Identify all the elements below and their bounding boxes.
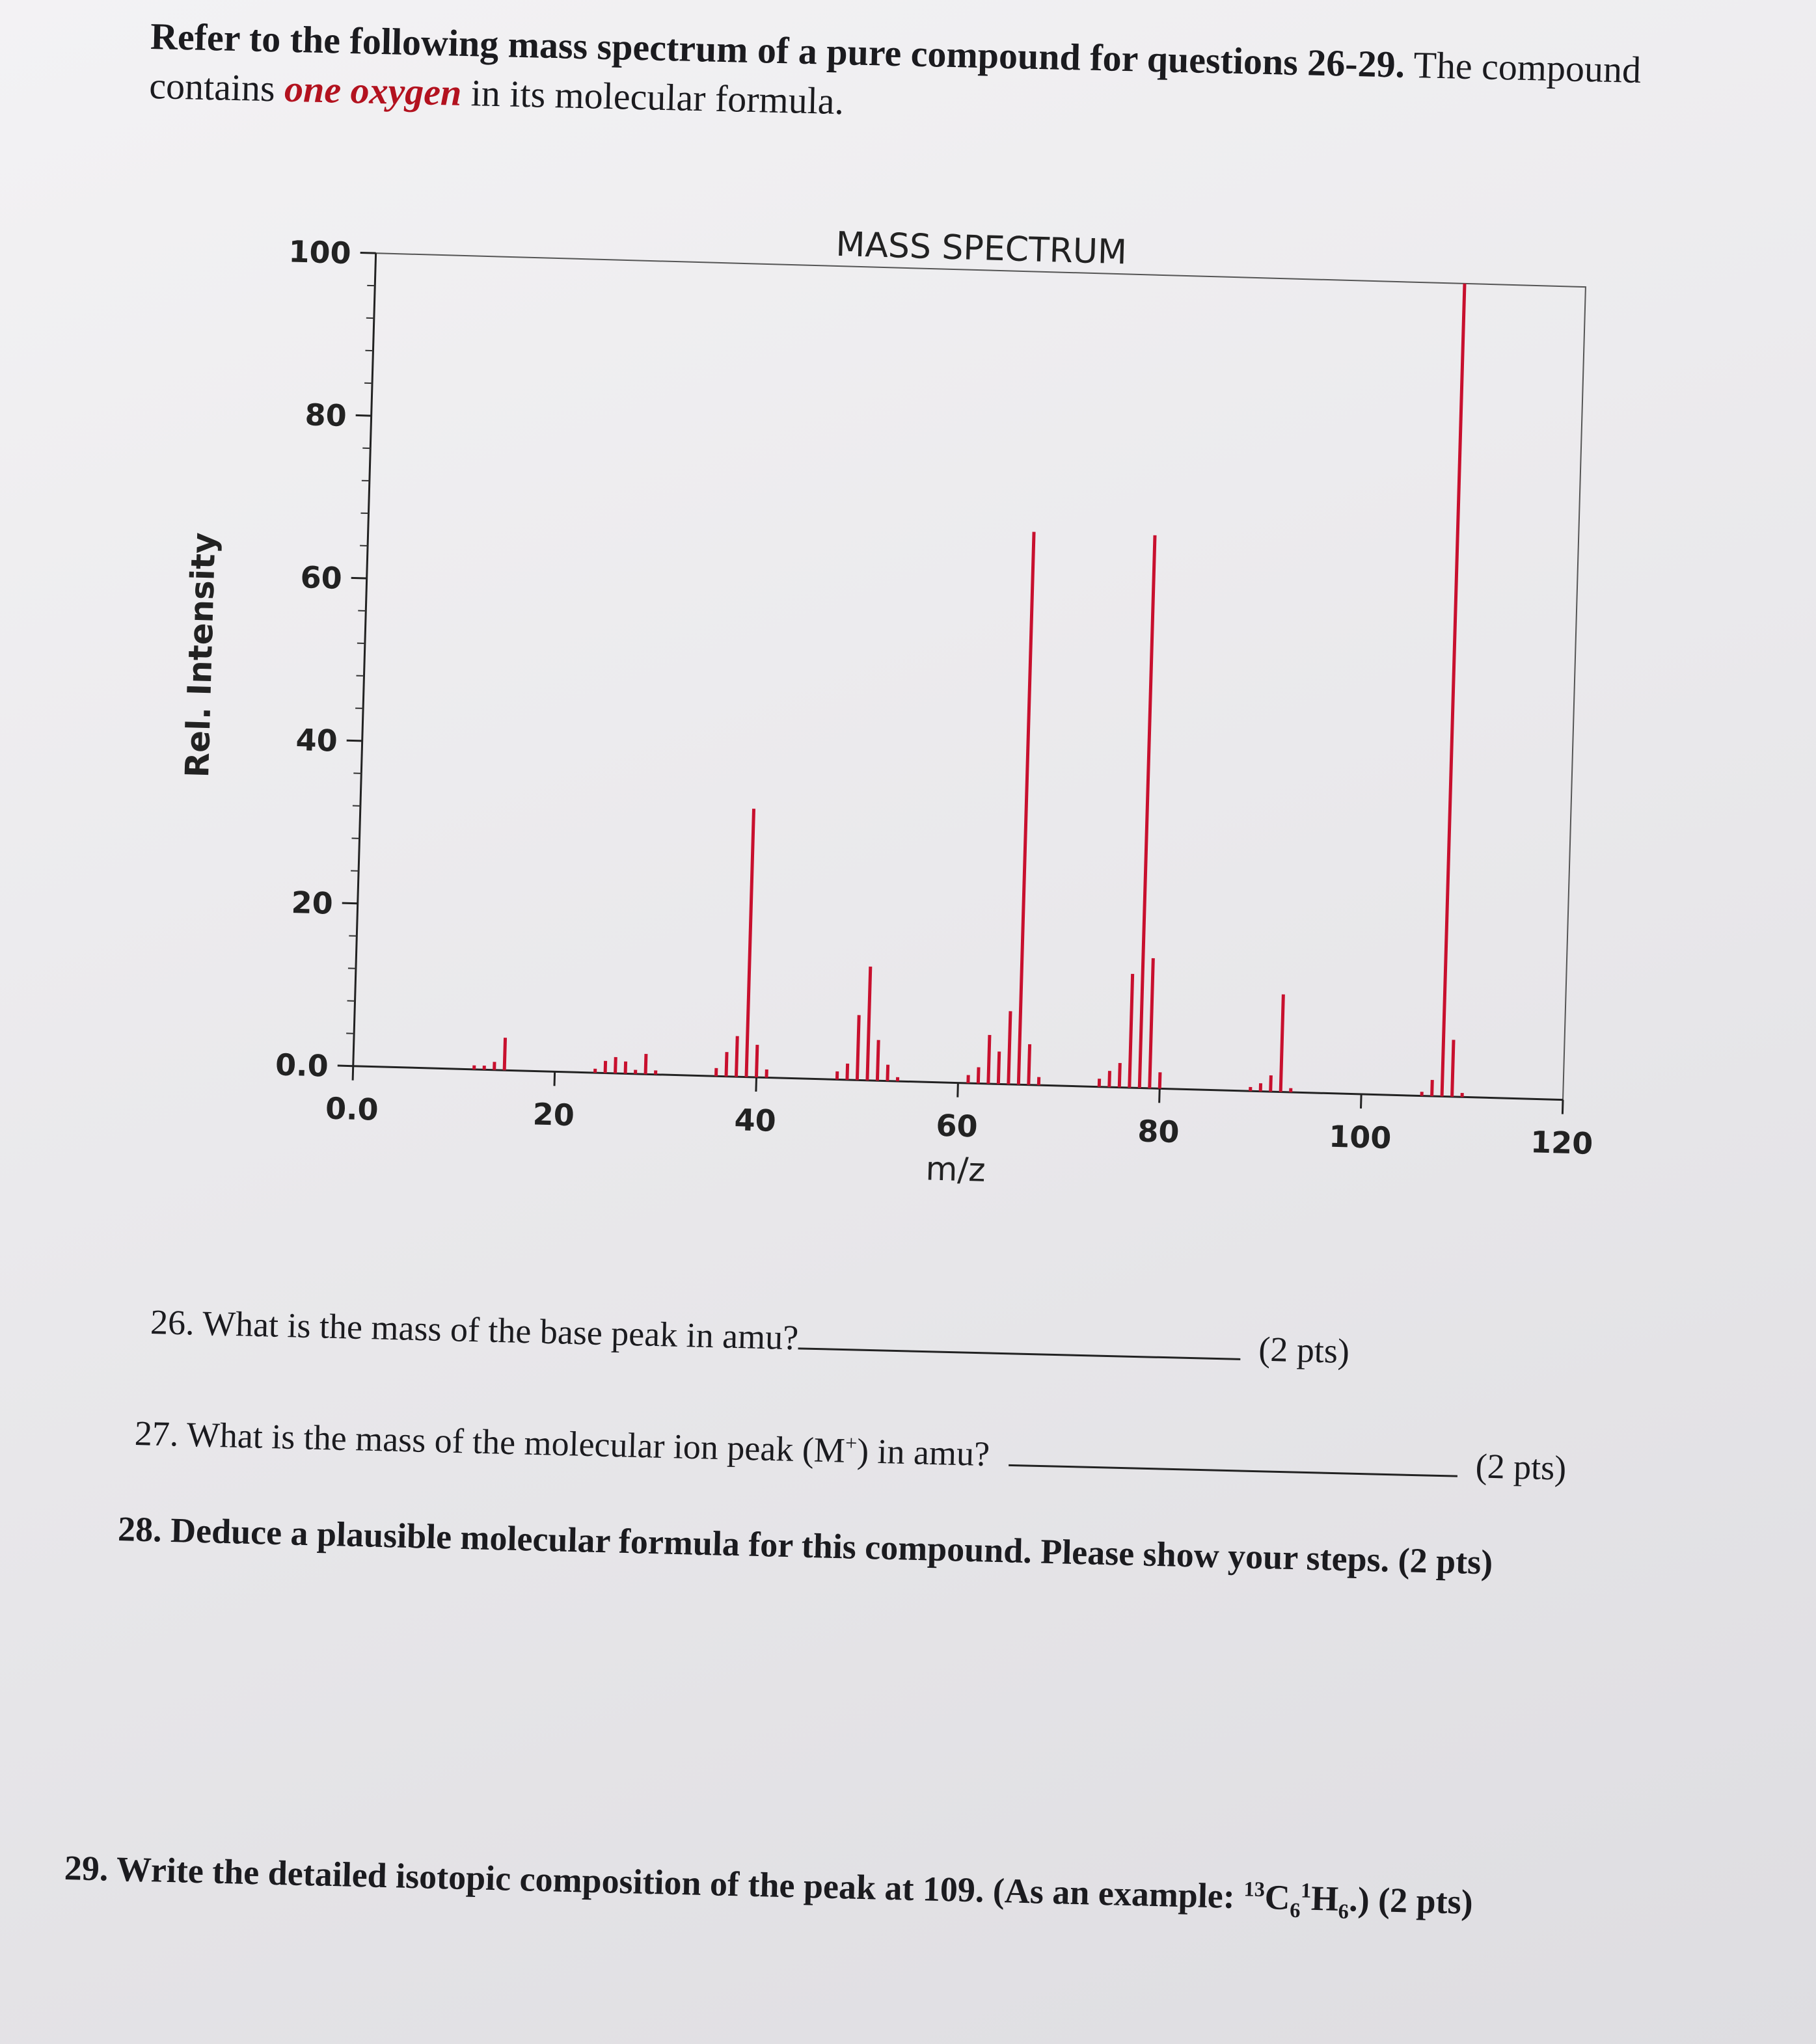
- question-27-superscript: +: [845, 1431, 858, 1456]
- peak-mz-63: [986, 1034, 992, 1084]
- y-tick-label: 100: [288, 234, 352, 271]
- plot-frame: [352, 252, 1586, 1101]
- question-29-count-1: 6: [1289, 1898, 1301, 1923]
- question-27-text-b: ) in amu?: [856, 1431, 990, 1474]
- peak-mz-15: [502, 1038, 508, 1071]
- x-tick-mark: [755, 1077, 757, 1092]
- peak-mz-76: [1117, 1063, 1122, 1088]
- peak-mz-65: [1007, 1011, 1012, 1084]
- intro-end: in its molecular formula.: [461, 71, 845, 123]
- y-tick-mark: [355, 414, 372, 417]
- y-tick-label: 80: [305, 397, 347, 433]
- x-tick-mark: [1158, 1088, 1161, 1103]
- y-tick-mark: [360, 252, 376, 254]
- peak-mz-67: [1027, 1044, 1032, 1085]
- question-26-text: 26. What is the mass of the base peak in…: [150, 1302, 799, 1358]
- question-29-text-b: .) (2 pts): [1348, 1879, 1474, 1922]
- y-tick-label: 40: [295, 722, 338, 759]
- question-29-element-1: C: [1264, 1877, 1291, 1918]
- x-tick-label: 100: [1329, 1119, 1392, 1156]
- peak-mz-80: [1158, 1072, 1162, 1089]
- mass-spectrum-chart: 0.0 20 40 60 80 100 0.0 20 40 60 80 100 120 MASS SP…: [178, 225, 1593, 1189]
- peak-mz-64: [996, 1051, 1001, 1084]
- y-minor-ticks: [345, 252, 376, 1067]
- question-27-text-a: 27. What is the mass of the molecular io…: [134, 1413, 846, 1470]
- x-tick-label: 40: [734, 1102, 776, 1138]
- peak-mz-49: [845, 1063, 850, 1080]
- peak-mz-62: [976, 1067, 981, 1084]
- question-29: 29. Write the detailed isotopic composit…: [64, 1840, 1474, 1936]
- y-tick-mark: [342, 902, 358, 905]
- peak-mz-75: [1107, 1071, 1111, 1088]
- question-28: 28. Deduce a plausible molecular formula…: [117, 1508, 1493, 1583]
- peak-mz-52: [875, 1040, 880, 1081]
- peak-mz-27: [623, 1061, 628, 1074]
- peak-mz-38: [735, 1036, 739, 1077]
- peak-mz-79: [1148, 958, 1155, 1088]
- x-tick-label: 20: [532, 1096, 575, 1133]
- y-axis-label: Rel. Intensity: [178, 532, 223, 778]
- x-tick-label: 60: [936, 1108, 978, 1144]
- y-tick-label: 60: [300, 559, 342, 596]
- peak-mz-25: [603, 1060, 608, 1073]
- y-tick-label: 0.0: [275, 1047, 329, 1083]
- x-tick-mark: [1360, 1094, 1362, 1109]
- x-tick-mark: [553, 1071, 556, 1086]
- peak-mz-39: [744, 809, 756, 1077]
- question-29-isotope-1: 13: [1243, 1877, 1266, 1902]
- question-29-element-2: H: [1310, 1878, 1339, 1918]
- x-tick-mark: [1561, 1099, 1564, 1114]
- intro-highlight: one oxygen: [284, 67, 463, 114]
- question-27: 27. What is the mass of the molecular io…: [134, 1405, 1567, 1489]
- x-tick-label: 80: [1137, 1113, 1180, 1150]
- peak-mz-37: [724, 1052, 729, 1077]
- peak-mz-77: [1128, 974, 1135, 1088]
- y-tick-label: 20: [291, 885, 333, 921]
- question-27-points: (2 pts): [1475, 1446, 1567, 1488]
- x-ticks: 0.0 20 40 60 80 100 120: [325, 1066, 1593, 1161]
- y-axis: [352, 253, 377, 1066]
- question-29-count-2: 6: [1338, 1900, 1349, 1924]
- peak-mz-107: [1430, 1079, 1434, 1097]
- y-tick-mark: [346, 739, 362, 742]
- question-29-isotope-2: 1: [1300, 1879, 1312, 1903]
- question-28-text: 28. Deduce a plausible molecular formula…: [117, 1509, 1493, 1582]
- question-26: 26. What is the mass of the base peak in…: [150, 1301, 1349, 1372]
- peak-mz-78: [1137, 535, 1157, 1088]
- question-26-answer-line[interactable]: [798, 1347, 1241, 1360]
- x-tick-label: 0.0: [325, 1091, 379, 1127]
- chart-title: MASS SPECTRUM: [835, 225, 1128, 272]
- y-ticks: 0.0 20 40 60 80 100: [275, 234, 376, 1084]
- peak-mz-29: [644, 1053, 648, 1075]
- x-axis-label: m/z: [925, 1150, 986, 1189]
- question-26-points: (2 pts): [1258, 1329, 1350, 1371]
- peak-mz-40: [754, 1044, 759, 1078]
- peak-mz-66: [1016, 531, 1036, 1085]
- spectrum-peaks: [472, 283, 1467, 1097]
- x-tick-label: 120: [1530, 1124, 1593, 1161]
- peak-mz-108: [1440, 283, 1467, 1097]
- peak-mz-51: [865, 966, 873, 1081]
- question-27-answer-line[interactable]: [1009, 1464, 1457, 1477]
- peak-mz-92: [1279, 994, 1285, 1092]
- intro-paragraph: Refer to the following mass spectrum of …: [149, 12, 1739, 146]
- peak-mz-50: [855, 1015, 861, 1081]
- question-29-text-a: 29. Write the detailed isotopic composit…: [64, 1848, 1245, 1916]
- peak-mz-109: [1450, 1040, 1456, 1097]
